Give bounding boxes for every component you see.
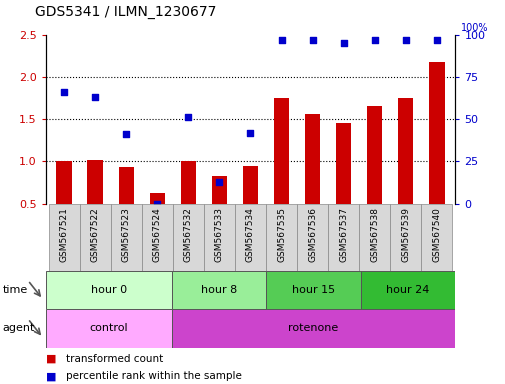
Bar <box>397 98 413 204</box>
Bar <box>266 204 296 271</box>
Bar <box>45 309 171 348</box>
Text: agent: agent <box>3 323 35 333</box>
Text: GSM567539: GSM567539 <box>400 207 410 262</box>
Point <box>215 179 223 185</box>
Bar <box>171 271 266 309</box>
Text: GSM567524: GSM567524 <box>153 207 162 262</box>
Bar <box>211 177 227 204</box>
Text: GSM567521: GSM567521 <box>60 207 69 262</box>
Text: ■: ■ <box>45 354 56 364</box>
Text: transformed count: transformed count <box>66 354 163 364</box>
Text: GSM567540: GSM567540 <box>431 207 440 262</box>
Point <box>401 36 409 43</box>
Bar <box>234 204 266 271</box>
Bar <box>180 161 196 204</box>
Bar <box>360 271 454 309</box>
Bar <box>56 161 72 204</box>
Bar <box>141 204 173 271</box>
Bar <box>421 204 451 271</box>
Text: GSM567538: GSM567538 <box>370 207 378 262</box>
Bar <box>327 204 359 271</box>
Bar <box>335 123 350 204</box>
Text: ■: ■ <box>45 371 56 381</box>
Text: GSM567537: GSM567537 <box>338 207 347 262</box>
Text: GSM567536: GSM567536 <box>308 207 317 262</box>
Bar <box>48 204 80 271</box>
Bar <box>149 194 165 204</box>
Bar <box>366 106 382 204</box>
Text: time: time <box>3 285 28 295</box>
Point <box>308 36 316 43</box>
Text: 100%: 100% <box>460 23 487 33</box>
Text: GSM567535: GSM567535 <box>276 207 285 262</box>
Bar <box>80 204 111 271</box>
Point <box>370 36 378 43</box>
Bar <box>118 167 134 204</box>
Point <box>60 89 68 95</box>
Text: hour 0: hour 0 <box>90 285 126 295</box>
Point <box>246 129 254 136</box>
Bar <box>173 204 204 271</box>
Bar <box>266 271 360 309</box>
Point <box>153 200 161 207</box>
Text: hour 8: hour 8 <box>200 285 237 295</box>
Text: GSM567523: GSM567523 <box>122 207 130 262</box>
Point <box>432 36 440 43</box>
Text: rotenone: rotenone <box>288 323 338 333</box>
Point <box>277 36 285 43</box>
Text: GSM567533: GSM567533 <box>215 207 224 262</box>
Bar <box>304 114 320 204</box>
Point <box>122 131 130 137</box>
Bar <box>428 61 444 204</box>
Bar <box>389 204 421 271</box>
Point <box>91 94 99 100</box>
Bar <box>359 204 389 271</box>
Bar <box>242 166 258 204</box>
Bar <box>45 271 171 309</box>
Point <box>184 114 192 121</box>
Text: control: control <box>89 323 128 333</box>
Bar <box>111 204 141 271</box>
Text: GDS5341 / ILMN_1230677: GDS5341 / ILMN_1230677 <box>35 5 216 19</box>
Bar <box>296 204 327 271</box>
Bar <box>171 309 454 348</box>
Bar <box>273 98 289 204</box>
Bar <box>204 204 234 271</box>
Text: hour 15: hour 15 <box>291 285 334 295</box>
Bar <box>87 161 103 204</box>
Text: percentile rank within the sample: percentile rank within the sample <box>66 371 241 381</box>
Point <box>339 40 347 46</box>
Text: GSM567534: GSM567534 <box>245 207 255 262</box>
Text: GSM567522: GSM567522 <box>90 207 99 262</box>
Text: hour 24: hour 24 <box>386 285 429 295</box>
Text: GSM567532: GSM567532 <box>183 207 192 262</box>
